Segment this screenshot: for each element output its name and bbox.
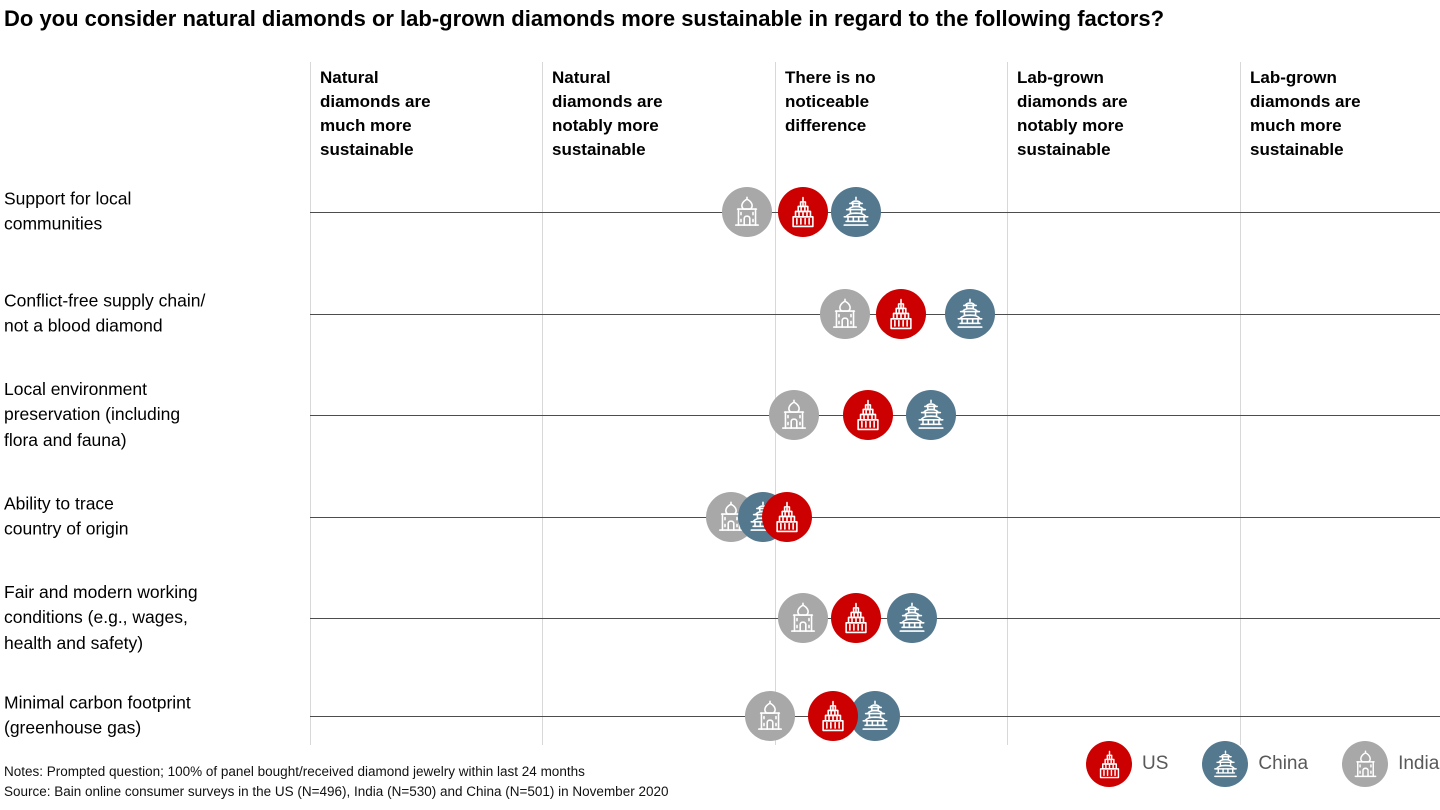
row-baseline [310,517,1440,518]
china-building-icon [915,399,947,431]
row-baseline [310,314,1440,315]
marker-us-row5 [831,593,882,643]
legend-label-india: India [1398,753,1440,774]
us-building-icon [787,196,819,228]
column-header-labgrown-notably-more: Lab-grown diamonds are notably more sust… [1017,68,1128,160]
india-tajmahal-icon [1342,741,1389,787]
marker-china-row3 [905,390,956,440]
marker-us-row2 [875,289,926,339]
china-building-icon [896,602,928,634]
india-building-icon [754,700,786,732]
marker-india-row5 [777,593,828,643]
us-building-icon [885,298,917,330]
us-building-icon [1086,741,1132,787]
us-building-icon [852,399,884,431]
china-building-icon [859,700,891,732]
india-building-icon [787,602,819,634]
marker-us-row3 [843,390,893,440]
marker-china-row2 [945,289,996,339]
row-label-local-communities: Support for local communities [4,188,132,234]
footnotes: Notes: Prompted question; 100% of panel … [4,762,668,803]
legend-label-china: China [1258,753,1309,774]
row-label-carbon-footprint: Minimal carbon footprint (greenhouse gas… [4,692,191,738]
marker-india-row1 [722,187,773,237]
row-label-conflict-free: Conflict-free supply chain/ not a blood … [4,290,206,336]
us-building-icon [840,602,872,634]
india-building-icon [731,196,763,228]
gridline-vertical [1240,62,1241,745]
us-building-icon [817,700,849,732]
gridline-vertical [542,62,543,745]
marker-china-row1 [831,187,882,237]
marker-india-row3 [768,390,819,440]
column-header-labgrown-much-more: Lab-grown diamonds are much more sustain… [1250,68,1361,160]
marker-us-row4 [761,492,812,542]
row-label-trace-origin: Ability to trace country of origin [4,493,129,539]
source-text: Source: Bain online consumer surveys in … [4,784,669,800]
marker-india-row6 [745,691,796,741]
marker-us-row1 [777,187,828,237]
legend-item-india: India [1342,741,1439,787]
column-header-no-difference: There is no noticeable difference [785,68,876,136]
china-building-icon [954,298,986,330]
notes-text: Notes: Prompted question; 100% of panel … [4,764,585,779]
column-header-natural-notably-more: Natural diamonds are notably more sustai… [552,68,663,160]
china-temple-icon [1202,741,1249,787]
legend-label-us: US [1142,753,1169,774]
marker-china-row6 [850,691,900,741]
legend-item-us: US [1086,741,1168,787]
india-building-icon [829,298,861,330]
chart-title: Do you consider natural diamonds or lab-… [4,6,1165,31]
marker-china-row5 [887,593,938,643]
column-header-natural-much-more: Natural diamonds are much more sustainab… [320,68,431,160]
legend: US China India [1086,741,1439,787]
row-label-local-environment: Local environment preservation (includin… [4,378,181,450]
china-building-icon [840,196,872,228]
marker-india-row2 [819,289,870,339]
gridline-vertical [310,62,311,745]
row-label-working-conditions: Fair and modern working conditions (e.g.… [4,581,198,653]
gridline-vertical [1007,62,1008,745]
us-building-icon [771,501,803,533]
marker-us-row6 [808,691,859,741]
india-building-icon [778,399,810,431]
legend-item-china: China [1202,741,1308,787]
